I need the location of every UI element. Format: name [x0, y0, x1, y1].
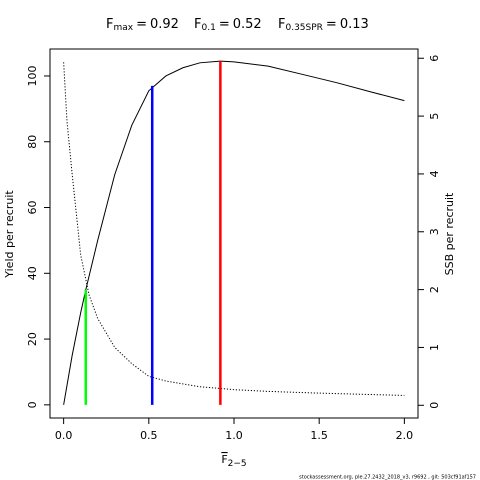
x-tick-label: 2.0 [396, 429, 414, 442]
y-tick-label: 100 [26, 65, 39, 86]
y2-tick-label: 5 [428, 113, 441, 120]
title-term: F0.1 = 0.52 [194, 17, 262, 33]
y-axis-label: Yield per recruit [3, 190, 16, 279]
title-subscript: 0.35SPR [285, 23, 322, 33]
y2-tick-label: 6 [428, 55, 441, 62]
plot-frame [49, 48, 419, 419]
title-equals: = [326, 17, 337, 32]
x-tick-label: 0.5 [140, 429, 158, 442]
y-tick-label: 80 [26, 135, 39, 149]
title-value: 0.52 [233, 17, 262, 32]
title-symbol: F [194, 17, 201, 32]
title-subscript: 0.1 [201, 23, 215, 33]
x-label-symbol: F [221, 453, 227, 466]
title-value: 0.13 [340, 17, 369, 32]
x-axis-label: F2−5 [221, 453, 246, 469]
title-subscript: max [113, 23, 133, 33]
curve [63, 60, 405, 405]
y2-tick-label: 1 [428, 344, 441, 351]
y2-axis-label: SSB per recruit [443, 192, 456, 275]
x-tick-label: 1.5 [310, 429, 328, 442]
title-symbol: F [106, 17, 113, 32]
title-value: 0.92 [150, 17, 179, 32]
footer: stockassessment.org, ple.27.2432_2018_v3… [299, 475, 476, 480]
title-equals: = [219, 17, 230, 32]
y-tick-label: 0 [26, 401, 39, 408]
curve [63, 62, 405, 396]
y-tick-label: 20 [26, 332, 39, 346]
y-tick-label: 40 [26, 266, 39, 280]
y2-tick-label: 3 [428, 228, 441, 235]
y2-tick-label: 4 [428, 170, 441, 177]
title-term: Fmax = 0.92 [106, 17, 179, 33]
x-label-subscript: 2−5 [228, 459, 247, 469]
x-tick-label: 0.0 [55, 429, 73, 442]
y2-tick-label: 2 [428, 286, 441, 293]
title-symbol: F [278, 17, 285, 32]
title-term: F0.35SPR = 0.13 [278, 17, 369, 33]
x-tick-label: 1.0 [225, 429, 243, 442]
y2-tick-label: 0 [428, 402, 441, 409]
y-tick-label: 60 [26, 201, 39, 215]
title-equals: = [136, 17, 147, 32]
